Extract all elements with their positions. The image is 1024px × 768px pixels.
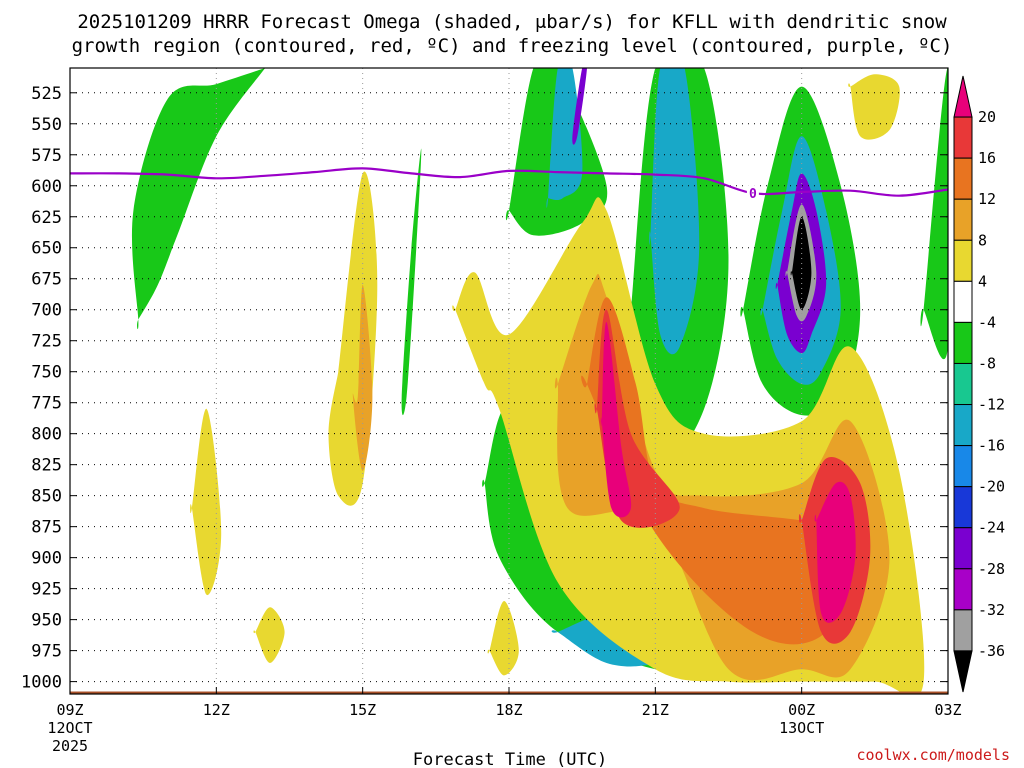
colorbar-swatch [953,198,973,241]
y-axis: 525 550 575 600 625 650 675 700 725 750 775 800 825 8… [21,84,948,693]
x-tick-label: 09Z [56,701,83,719]
colorbar-swatch [953,445,973,488]
omega-region-upward [131,68,266,330]
y-tick-label: 875 [31,518,62,538]
y-tick-label: 775 [31,394,62,414]
colorbar-label: 4 [978,272,987,290]
freezing-level-line [70,167,948,197]
x-tick-date-label: 12OCT [47,719,92,737]
colorbar-swatch [953,404,973,447]
x-tick-label: 15Z [349,701,376,719]
y-tick-label: 550 [31,115,62,135]
omega-region-downward [352,284,373,471]
omega-region-downward [253,607,285,663]
x-tick-year-label: 2025 [52,737,88,755]
omega-region-downward [487,601,519,676]
x-tick-label: 21Z [642,701,669,719]
colorbar-swatch [953,527,973,570]
y-tick-label: 975 [31,642,62,662]
colorbar-swatch [953,568,973,611]
freezing-level-layer: 0 [70,167,948,202]
y-tick-label: 950 [31,611,62,631]
colorbar-label: 8 [978,231,987,249]
colorbar-label: 20 [978,108,996,126]
omega-region-upward [482,407,711,674]
colorbar-swatch [953,239,973,282]
colorbar-swatch [953,321,973,364]
colorbar-label: 16 [978,149,996,167]
y-tick-label: 925 [31,580,62,600]
y-tick-label: 750 [31,363,62,383]
colorbar-label: -4 [978,313,996,331]
colorbar-label: -36 [978,642,1005,660]
chart-title-line-2: growth region (contoured, red, ºC) and f… [72,35,953,57]
colorbar-label: -28 [978,560,1005,578]
omega-region-upward [401,148,422,416]
colorbar-label: -32 [978,601,1005,619]
colorbar-label: -24 [978,519,1005,537]
colorbar-label: -16 [978,437,1005,455]
x-tick-label: 18Z [495,701,522,719]
y-tick-label: 525 [31,84,62,104]
omega-region-downward [600,321,632,518]
x-tick-label: 03Z [934,701,961,719]
y-tick-label: 600 [31,177,62,197]
chart-title-line-1: 2025101209 HRRR Forecast Omega (shaded, … [77,11,947,33]
colorbar-swatch [953,157,973,200]
colorbar-swatch [953,362,973,406]
y-tick-label: 725 [31,332,62,352]
omega-region-upward [920,68,948,359]
credit-link[interactable]: coolwx.com/models [856,746,1010,764]
x-axis-title: Forecast Time (UTC) [413,750,607,768]
y-tick-label: 850 [31,487,62,507]
omega-region-upward [572,68,587,145]
omega-region-upward [790,216,812,310]
colorbar-swatch [953,486,973,529]
colorbar-swatch [953,75,973,118]
colorbar-label: -8 [978,354,996,372]
colorbar-label: 12 [978,190,996,208]
colorbar-swatch [953,650,973,693]
y-tick-label: 825 [31,456,62,476]
omega-region-downward [848,74,900,140]
x-tick-label: 00Z [788,701,815,719]
omega-colorbar: 20 16 12 8 4 -4 -8 -12 -16 -20 -24 -28 -32 -36 [953,75,1005,693]
y-tick-label: 650 [31,239,62,259]
y-tick-label: 675 [31,270,62,290]
colorbar-swatch [953,280,973,323]
colorbar-swatch [953,116,973,159]
x-tick-label: 12Z [203,701,230,719]
omega-region-upward [649,68,700,355]
x-tick-date-label: 13OCT [779,719,824,737]
y-tick-label: 575 [31,146,62,166]
colorbar-swatch [953,609,973,652]
grid-lines [70,68,948,694]
y-tick-label: 700 [31,301,62,321]
freezing-level-label: 0 [749,187,757,202]
y-tick-label: 1000 [21,673,62,693]
y-tick-label: 625 [31,208,62,228]
colorbar-label: -12 [978,396,1005,414]
y-tick-label: 800 [31,425,62,445]
y-tick-label: 900 [31,549,62,569]
omega-region-downward [814,481,856,623]
colorbar-label: -20 [978,478,1005,496]
freezing-level-label-bg [746,185,759,201]
omega-region-downward [190,408,222,596]
